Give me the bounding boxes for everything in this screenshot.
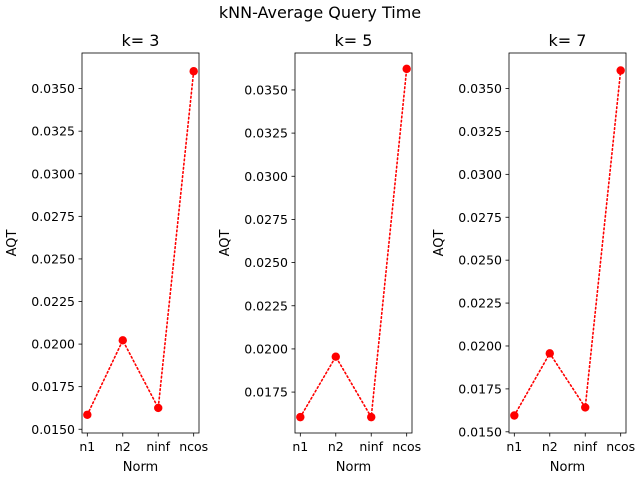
- axes-frame: [294, 52, 413, 434]
- x-tick-label: n2: [328, 439, 344, 454]
- data-point: [367, 412, 376, 422]
- y-axis-label: AQT: [5, 230, 20, 257]
- series-line: [86, 70, 195, 416]
- data-point: [118, 336, 127, 345]
- y-tick-label: 0.0325: [244, 126, 288, 141]
- axes-frame: [508, 52, 627, 434]
- data-point: [331, 352, 340, 361]
- panel-title: k= 7: [549, 31, 587, 50]
- data-point: [510, 411, 519, 420]
- x-tick-label: ncos: [606, 439, 635, 454]
- panel-title: k= 3: [122, 31, 160, 50]
- y-tick-label: 0.0175: [244, 385, 288, 400]
- y-tick-label: 0.0150: [458, 424, 502, 439]
- y-tick-label: 0.0275: [31, 209, 75, 224]
- y-tick-label: 0.0300: [31, 166, 75, 181]
- x-axis-label: Norm: [336, 460, 371, 475]
- y-tick-label: 0.0225: [458, 296, 502, 311]
- axes-frame: [81, 52, 200, 434]
- data-point: [296, 412, 305, 422]
- y-tick-label: 0.0350: [458, 81, 502, 96]
- y-tick-label: 0.0300: [244, 169, 288, 184]
- y-tick-label: 0.0200: [31, 337, 75, 352]
- y-tick-label: 0.0250: [244, 255, 288, 270]
- y-tick-label: 0.0250: [458, 253, 502, 268]
- x-tick-label: ncos: [179, 439, 208, 454]
- x-tick-label: n2: [542, 439, 558, 454]
- data-point: [545, 349, 554, 358]
- data-point: [154, 403, 163, 413]
- y-tick-label: 0.0225: [244, 298, 288, 313]
- y-tick-label: 0.0175: [31, 379, 75, 394]
- chart-panel-1: k= 3 n1 n2 ninf ncos 0.0150 0.0175 0.0200 0.0225…: [5, 31, 208, 475]
- x-tick-label: n1: [506, 439, 522, 454]
- y-tick-label: 0.0350: [31, 81, 75, 96]
- chart-panel-2: k= 5 n1 n2 ninf ncos 0.0175 0.0200 0.0225 0.0250…: [218, 31, 421, 475]
- y-tick-label: 0.0200: [244, 341, 288, 356]
- chart-panel-3: k= 7 n1 n2 ninf ncos 0.0150 0.0175 0.0200 0.0225…: [432, 31, 635, 475]
- y-tick-label: 0.0250: [31, 251, 75, 266]
- y-tick-label: 0.0150: [31, 422, 75, 437]
- x-axis-label: Norm: [550, 460, 585, 475]
- x-axis-label: Norm: [123, 460, 158, 475]
- x-tick-label: n1: [292, 439, 308, 454]
- y-axis-label: AQT: [218, 230, 233, 257]
- y-tick-label: 0.0325: [458, 124, 502, 139]
- panel-title: k= 5: [335, 31, 373, 50]
- y-tick-label: 0.0350: [244, 82, 288, 97]
- data-point: [189, 67, 198, 76]
- x-tick-label: ninf: [359, 439, 383, 454]
- data-point: [581, 403, 590, 412]
- data-point: [83, 410, 92, 419]
- series-line: [299, 68, 408, 420]
- x-tick-label: n2: [115, 439, 131, 454]
- x-tick-label: ninf: [146, 439, 170, 454]
- figure-title: kNN-Average Query Time: [219, 3, 421, 22]
- x-tick-label: ninf: [573, 439, 597, 454]
- data-point: [616, 66, 625, 75]
- y-tick-label: 0.0225: [31, 294, 75, 309]
- y-tick-label: 0.0275: [458, 210, 502, 225]
- x-tick-label: ncos: [392, 439, 421, 454]
- y-tick-label: 0.0200: [458, 338, 502, 353]
- series-line: [513, 69, 622, 417]
- y-tick-label: 0.0300: [458, 167, 502, 182]
- y-axis-label: AQT: [432, 230, 447, 257]
- y-tick-label: 0.0275: [244, 212, 288, 227]
- y-tick-label: 0.0175: [458, 381, 502, 396]
- data-point: [402, 64, 411, 74]
- x-tick-label: n1: [79, 439, 95, 454]
- y-tick-label: 0.0325: [31, 124, 75, 139]
